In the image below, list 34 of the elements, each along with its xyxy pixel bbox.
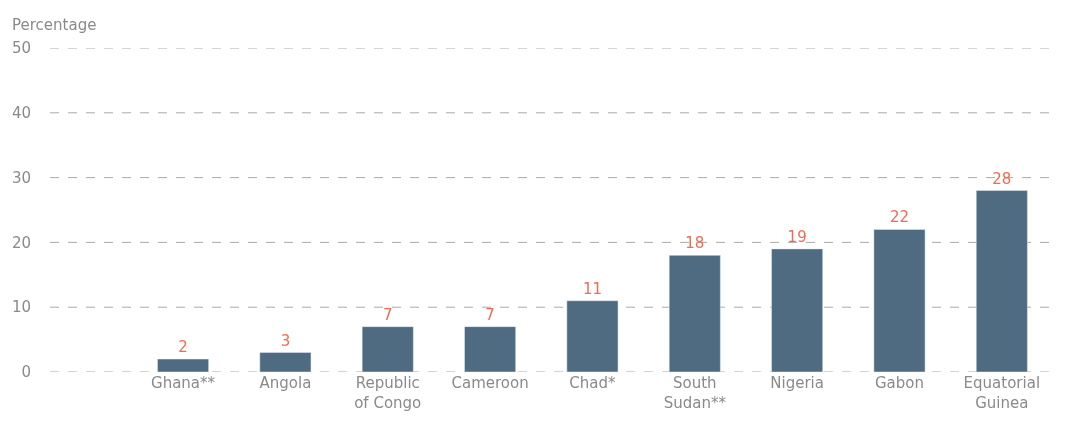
y-tick-label: 10 bbox=[11, 298, 31, 317]
bar bbox=[668, 255, 721, 372]
data-label: 22 bbox=[889, 208, 910, 227]
y-tick-label: 0 bbox=[21, 363, 31, 382]
x-tick-label: Nigeria bbox=[770, 374, 824, 392]
bar bbox=[157, 358, 209, 372]
y-tick-label: 40 bbox=[11, 104, 31, 123]
bar bbox=[259, 352, 312, 372]
x-tick-label: Gabon bbox=[874, 374, 924, 392]
x-tick-label: Ghana** bbox=[151, 374, 216, 392]
x-tick-label: Angola bbox=[259, 374, 312, 392]
bar bbox=[566, 300, 619, 372]
x-tick-label: Republic of Congo bbox=[354, 374, 422, 412]
data-label: 3 bbox=[280, 331, 291, 350]
data-label: 7 bbox=[382, 305, 393, 324]
data-label: 11 bbox=[582, 279, 602, 298]
x-tick-label: Equatorial Guinea bbox=[963, 374, 1041, 412]
y-tick-label: 30 bbox=[11, 168, 31, 187]
bar bbox=[873, 229, 926, 372]
y-axis-title: Percentage bbox=[12, 16, 97, 34]
data-label: 2 bbox=[178, 338, 188, 357]
data-label: 7 bbox=[485, 305, 495, 324]
x-tick-label: South Sudan** bbox=[663, 374, 727, 412]
x-tick-label: Cameroon bbox=[451, 374, 529, 392]
bar bbox=[771, 248, 823, 372]
bar bbox=[464, 326, 516, 372]
x-tick-label: Chad* bbox=[569, 374, 617, 392]
data-label: 18 bbox=[685, 234, 705, 253]
y-tick-label: 20 bbox=[11, 233, 31, 252]
y-tick-label: 50 bbox=[11, 39, 31, 58]
bar bbox=[361, 326, 414, 372]
bar bbox=[975, 190, 1028, 372]
data-label: 28 bbox=[992, 169, 1012, 188]
data-label: 19 bbox=[787, 227, 807, 246]
